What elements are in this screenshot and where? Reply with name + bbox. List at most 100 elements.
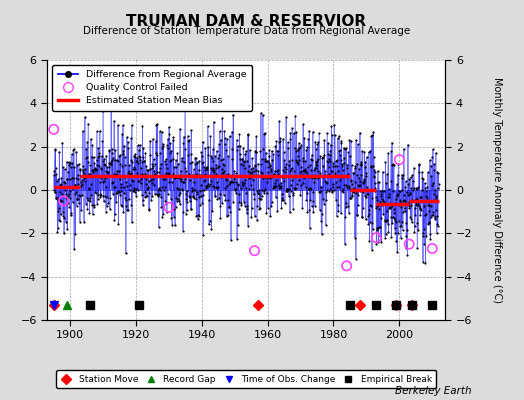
Point [272, 138, 281, 145]
Point [308, 203, 316, 210]
Point [346, 195, 354, 202]
Point [358, 148, 366, 154]
Point [175, 197, 183, 204]
Point [334, 208, 342, 214]
Point [209, 183, 217, 189]
Point [301, 183, 310, 190]
Point [322, 179, 330, 185]
Point [234, 182, 243, 188]
Point [52, 194, 61, 201]
Point [214, 164, 222, 170]
Point [189, 172, 197, 178]
Point [113, 190, 121, 196]
Point [162, 200, 171, 206]
Point [116, 201, 125, 208]
Point [286, 136, 294, 142]
Point [363, 154, 371, 160]
Point [310, 167, 318, 173]
Point [385, 205, 394, 212]
Point [319, 174, 328, 180]
Point [81, 177, 89, 184]
Point [379, 198, 388, 204]
Point [270, 180, 279, 186]
Point [139, 145, 147, 152]
Point [140, 171, 149, 177]
Point [202, 184, 211, 191]
Point [389, 187, 398, 194]
Point [387, 214, 395, 220]
Point [285, 192, 293, 199]
Point [230, 173, 238, 180]
Point [362, 172, 370, 179]
Point [395, 218, 403, 224]
Point [324, 171, 333, 178]
Point [78, 192, 86, 198]
Point [347, 178, 355, 184]
Point [233, 236, 241, 242]
Point [423, 221, 432, 227]
Point [414, 161, 423, 168]
Point [100, 161, 108, 168]
Point [360, 177, 368, 183]
Point [294, 140, 303, 146]
Point [117, 131, 126, 137]
Point [209, 158, 217, 164]
Point [105, 206, 114, 212]
Point [249, 191, 258, 198]
Point [80, 174, 88, 181]
Point [257, 168, 266, 175]
Point [305, 207, 313, 214]
Point [191, 155, 199, 161]
Point [388, 162, 397, 168]
Point [359, 179, 368, 186]
Point [279, 196, 288, 203]
Point [169, 134, 178, 140]
Point [411, 202, 420, 208]
Point [296, 144, 304, 150]
Point [86, 162, 94, 168]
Point [416, 212, 424, 219]
Point [103, 202, 111, 209]
Point [121, 162, 129, 168]
Point [282, 114, 290, 120]
Point [131, 165, 139, 172]
Point [425, 208, 433, 214]
Point [390, 225, 399, 232]
Point [299, 168, 308, 174]
Point [336, 177, 344, 183]
Point [405, 241, 413, 247]
Point [72, 175, 80, 182]
Point [368, 132, 376, 138]
Point [420, 226, 428, 232]
Point [343, 164, 351, 171]
Point [196, 193, 205, 200]
Point [134, 142, 142, 149]
Point [410, 197, 418, 204]
Point [207, 153, 215, 159]
Point [245, 174, 254, 180]
Point [328, 188, 336, 195]
Point [332, 158, 340, 164]
Point [297, 172, 305, 178]
Point [97, 174, 105, 181]
Point [386, 178, 395, 184]
Point [100, 198, 108, 205]
Point [152, 150, 160, 156]
Point [174, 192, 183, 198]
Point [90, 204, 99, 210]
Point [87, 180, 95, 187]
Point [110, 118, 118, 124]
Point [355, 183, 364, 190]
Point [65, 204, 73, 210]
Point [133, 170, 141, 176]
Point [367, 164, 376, 170]
Point [417, 194, 425, 200]
Point [67, 210, 75, 216]
Point [148, 192, 156, 199]
Point [279, 136, 287, 142]
Point [145, 178, 154, 184]
Point [173, 198, 181, 204]
Point [187, 206, 195, 212]
Point [422, 198, 431, 204]
Point [133, 158, 141, 164]
